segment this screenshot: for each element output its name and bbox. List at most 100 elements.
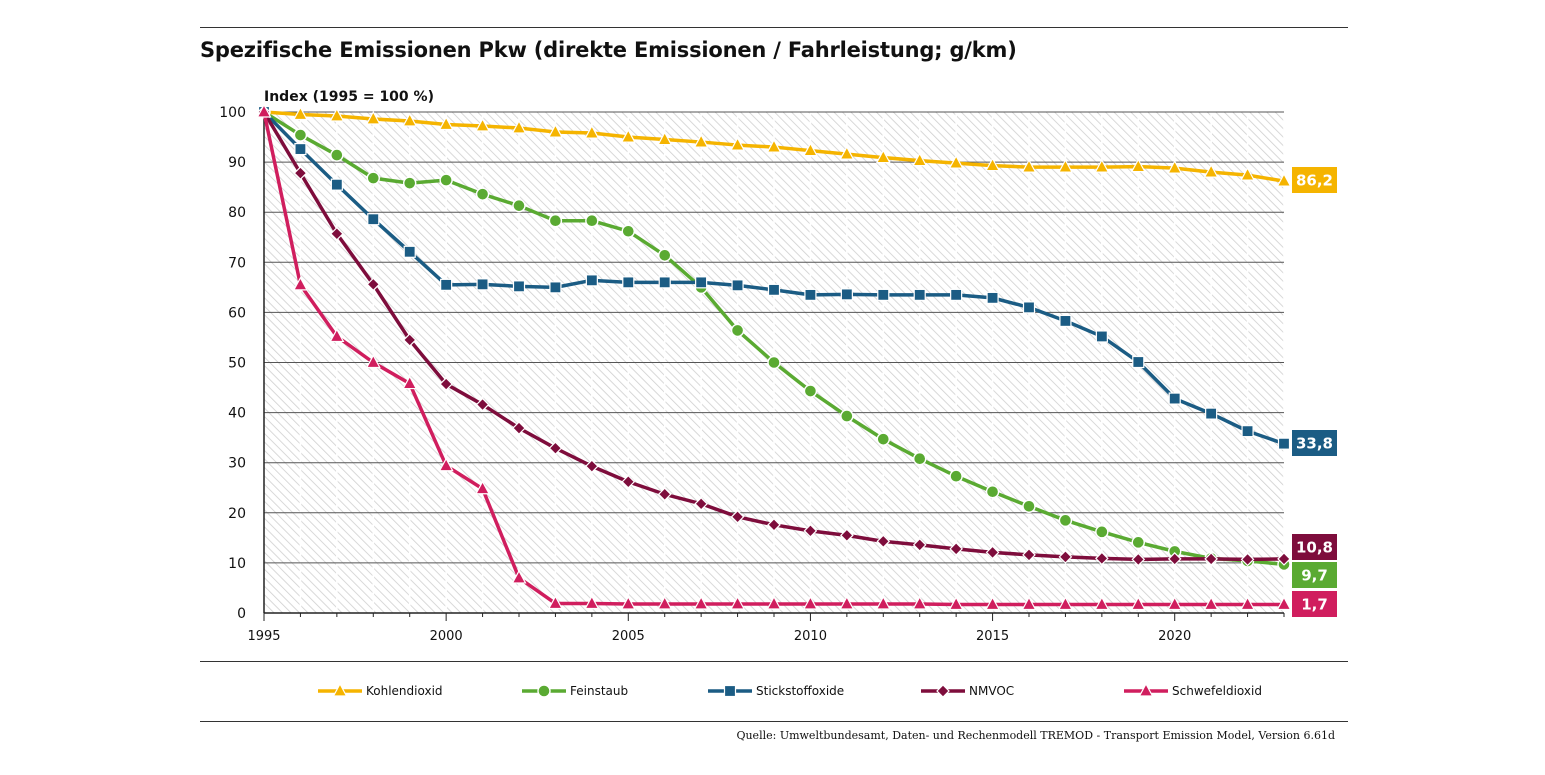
data-point-feinstaub xyxy=(767,355,781,370)
data-point-kohlendioxid xyxy=(839,145,855,160)
y-tick-label: 30 xyxy=(228,456,246,472)
data-point-stickstoffoxide xyxy=(512,280,526,293)
end-label-schwefeldioxid: 1,7 xyxy=(1301,596,1328,614)
data-point-schwefeldioxid xyxy=(912,595,928,610)
data-point-kohlendioxid xyxy=(547,123,563,138)
legend-swatch xyxy=(708,684,752,698)
data-point-nmvoc xyxy=(1204,552,1218,566)
end-label-stickstoffoxide: 33,8 xyxy=(1296,435,1333,453)
end-label-feinstaub: 9,7 xyxy=(1301,567,1328,585)
data-point-stickstoffoxide xyxy=(950,288,963,301)
data-point-schwefeldioxid xyxy=(1167,596,1183,611)
series-feinstaub xyxy=(257,105,1291,572)
data-point-nmvoc xyxy=(949,542,963,556)
axes: 0 10 20 30 40 50 60 70 80 90 100 1995 2000 2005 2010 20… xyxy=(219,105,1285,644)
data-point-kohlendioxid xyxy=(1276,172,1292,187)
data-point-schwefeldioxid xyxy=(256,103,272,118)
series-kohlendioxid xyxy=(256,103,1292,187)
data-point-schwefeldioxid xyxy=(402,375,418,390)
data-point-stickstoffoxide xyxy=(658,276,671,289)
legend-label: Schwefeldioxid xyxy=(1172,684,1262,698)
data-point-schwefeldioxid xyxy=(693,595,709,610)
data-point-kohlendioxid xyxy=(1094,158,1110,173)
legend-swatch xyxy=(921,684,965,698)
data-point-kohlendioxid xyxy=(875,149,891,164)
data-point-kohlendioxid xyxy=(657,131,673,146)
legend-swatch-marker xyxy=(332,684,348,697)
data-point-stickstoffoxide xyxy=(294,142,307,156)
data-point-feinstaub xyxy=(1131,535,1145,550)
top-rule xyxy=(200,27,1348,28)
y-tick-label: 100 xyxy=(219,105,246,121)
data-point-nmvoc xyxy=(1167,552,1182,566)
y-tick-label: 80 xyxy=(228,205,246,221)
data-point-kohlendioxid xyxy=(985,157,1001,172)
data-point-stickstoffoxide xyxy=(367,213,380,226)
data-point-schwefeldioxid xyxy=(985,596,1001,611)
y-tick-label: 70 xyxy=(228,255,246,271)
data-point-kohlendioxid xyxy=(802,142,818,157)
x-tick-label: 2005 xyxy=(612,629,645,644)
data-point-feinstaub xyxy=(548,214,563,228)
data-point-kohlendioxid xyxy=(1167,159,1183,174)
data-point-schwefeldioxid xyxy=(1203,596,1219,611)
data-point-nmvoc xyxy=(1058,550,1073,564)
data-point-feinstaub xyxy=(949,469,963,483)
data-point-nmvoc xyxy=(985,545,1000,560)
data-point-feinstaub xyxy=(985,485,1000,499)
data-point-nmvoc xyxy=(912,538,927,552)
data-point-nmvoc xyxy=(548,441,563,456)
y-tick-label: 90 xyxy=(228,155,246,171)
data-point-feinstaub xyxy=(512,198,526,213)
data-point-feinstaub xyxy=(913,451,927,466)
data-point-kohlendioxid xyxy=(730,136,746,151)
data-point-kohlendioxid xyxy=(912,152,928,167)
data-point-schwefeldioxid xyxy=(1130,596,1146,611)
data-point-nmvoc xyxy=(876,534,891,549)
data-point-stickstoffoxide xyxy=(585,274,598,287)
end-labels: 86,2 9,7 33,8 10,8 1,7 xyxy=(1292,167,1337,617)
data-point-schwefeldioxid xyxy=(1021,596,1037,611)
legend-swatch xyxy=(1124,684,1168,697)
data-point-schwefeldioxid xyxy=(438,457,454,472)
data-point-stickstoffoxide xyxy=(877,288,890,301)
data-point-kohlendioxid xyxy=(329,107,345,122)
data-point-feinstaub xyxy=(330,148,344,162)
series-nmvoc xyxy=(257,105,1291,567)
data-point-stickstoffoxide xyxy=(695,276,708,289)
end-label-box-kohlendioxid xyxy=(1292,167,1337,193)
data-point-stickstoffoxide xyxy=(403,245,416,258)
data-point-nmvoc xyxy=(1277,552,1291,566)
data-point-schwefeldioxid xyxy=(475,480,491,495)
legend-label: Kohlendioxid xyxy=(366,684,443,698)
end-label-box-nmvoc xyxy=(1292,534,1337,560)
legend-swatch-marker xyxy=(723,684,737,698)
data-point-stickstoffoxide xyxy=(549,281,562,294)
data-point-feinstaub xyxy=(403,176,417,190)
legend-item-stickstoffoxide: Stickstoffoxide xyxy=(708,684,844,698)
data-point-feinstaub xyxy=(1058,513,1073,528)
series-group xyxy=(256,103,1292,611)
data-point-stickstoffoxide xyxy=(1277,437,1291,450)
data-point-stickstoffoxide xyxy=(330,178,343,191)
y-axis-label: Index (1995 = 100 %) xyxy=(264,89,434,105)
data-point-feinstaub xyxy=(439,173,453,187)
data-point-stickstoffoxide xyxy=(1059,314,1072,328)
data-point-stickstoffoxide xyxy=(767,283,781,296)
end-label-nmvoc: 10,8 xyxy=(1296,539,1333,557)
y-tick-label: 0 xyxy=(237,606,246,622)
data-point-nmvoc xyxy=(1022,548,1036,562)
legend-swatch-marker xyxy=(1138,684,1154,697)
data-point-stickstoffoxide xyxy=(440,278,453,291)
y-tick-label: 50 xyxy=(228,356,246,372)
data-point-kohlendioxid xyxy=(584,124,600,139)
data-point-stickstoffoxide xyxy=(1095,330,1108,343)
data-point-schwefeldioxid xyxy=(1057,596,1073,611)
data-point-schwefeldioxid xyxy=(1240,596,1256,611)
data-point-feinstaub xyxy=(658,248,672,262)
data-point-nmvoc xyxy=(694,496,708,511)
data-point-nmvoc xyxy=(366,277,381,292)
legend-swatch xyxy=(318,684,362,697)
legend-item-feinstaub: Feinstaub xyxy=(522,684,628,698)
x-tick-label: 2015 xyxy=(976,629,1009,644)
